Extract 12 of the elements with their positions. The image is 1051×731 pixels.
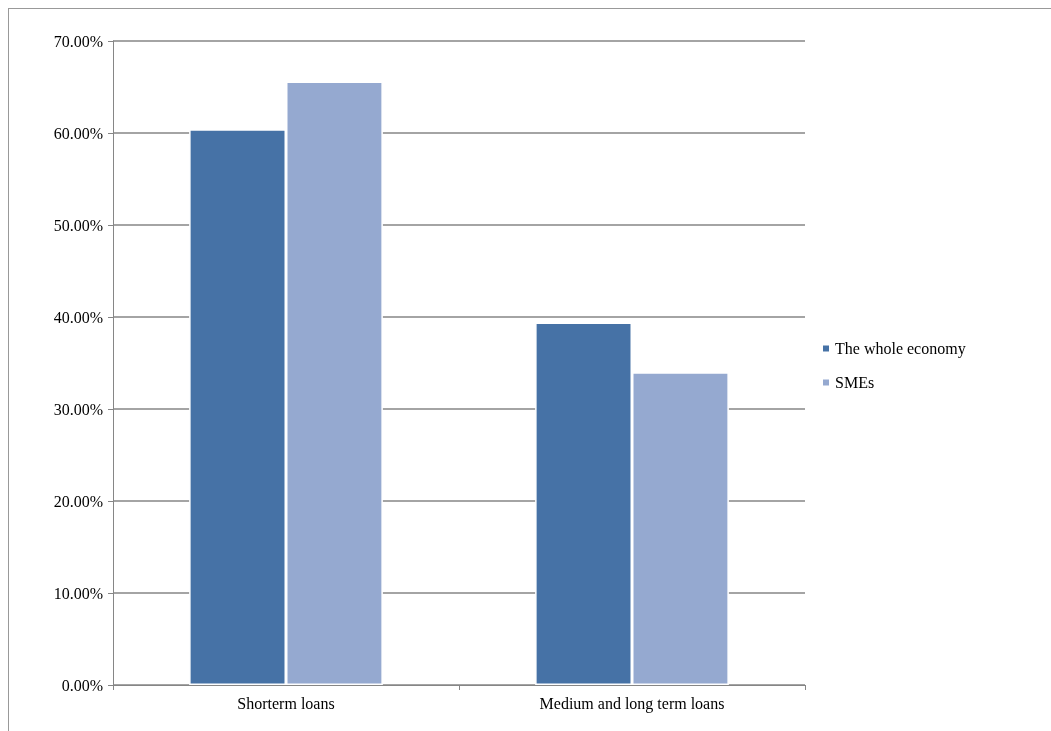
y-tick-label: 20.00% <box>53 492 103 510</box>
y-tick-label: 10.00% <box>53 584 103 602</box>
y-tick-label: 40.00% <box>53 308 103 326</box>
legend-label: SMEs <box>835 374 875 391</box>
y-tick-label: 70.00% <box>53 32 103 50</box>
y-tick-label: 50.00% <box>53 216 103 234</box>
legend-label: The whole economy <box>835 340 966 358</box>
y-tick-label: 30.00% <box>53 400 103 418</box>
y-tick-label: 0.00% <box>61 676 103 694</box>
x-tick-label: Medium and long term loans <box>539 694 725 713</box>
x-tick-label: Shorterm loans <box>237 694 335 712</box>
y-tick-label: 60.00% <box>53 124 103 142</box>
